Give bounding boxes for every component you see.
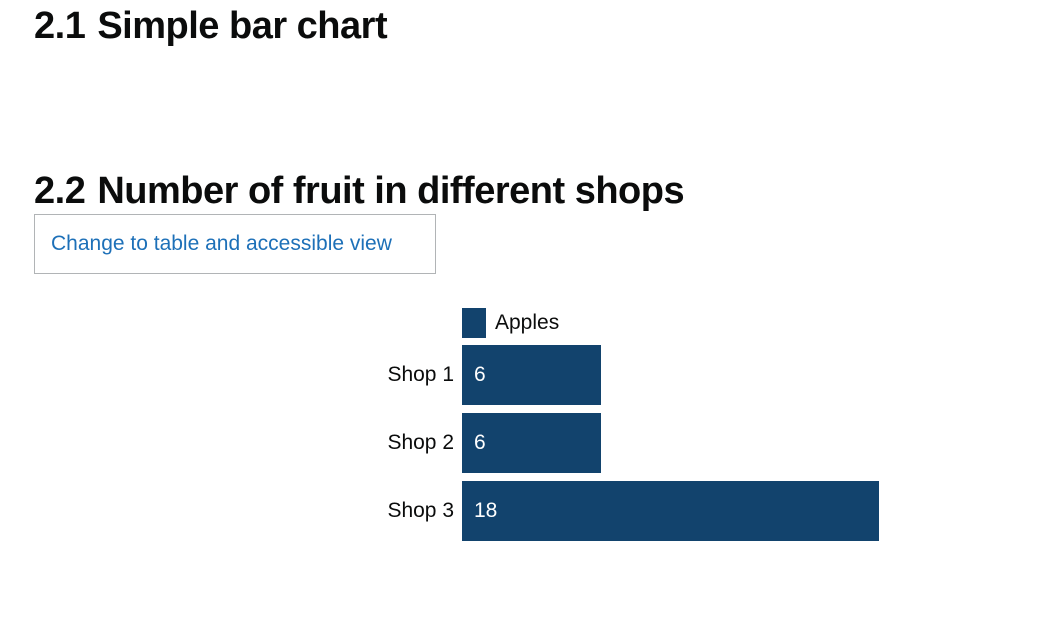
bar-row: Shop 3 18	[0, 481, 1057, 541]
bar: 6	[462, 345, 601, 405]
bar-row: Shop 2 6	[0, 413, 1057, 473]
chart-legend: Apples	[462, 308, 559, 338]
legend-swatch-apples	[462, 308, 486, 338]
category-label: Shop 2	[387, 431, 454, 454]
data-label: 6	[474, 431, 486, 454]
category-label: Shop 3	[387, 499, 454, 522]
section-heading-simple-bar-chart: 2.1 Simple bar chart	[34, 5, 388, 47]
bar-chart: Shop 1 6 Shop 2 6 Shop 3 18	[0, 345, 1057, 545]
section-title: Number of fruit in different shops	[97, 170, 685, 212]
bar: 18	[462, 481, 879, 541]
category-label: Shop 1	[387, 363, 454, 386]
legend-label-apples: Apples	[495, 311, 560, 334]
bar: 6	[462, 413, 601, 473]
section-title: Simple bar chart	[97, 5, 388, 47]
chart-title: 2.2 Number of fruit in different shops	[34, 170, 685, 212]
data-label: 6	[474, 363, 486, 386]
bar-row: Shop 1 6	[0, 345, 1057, 405]
change-to-table-view-button[interactable]: Change to table and accessible view	[34, 214, 436, 274]
section-number: 2.2	[34, 170, 86, 212]
section-number: 2.1	[34, 5, 86, 47]
data-label: 18	[474, 499, 498, 522]
